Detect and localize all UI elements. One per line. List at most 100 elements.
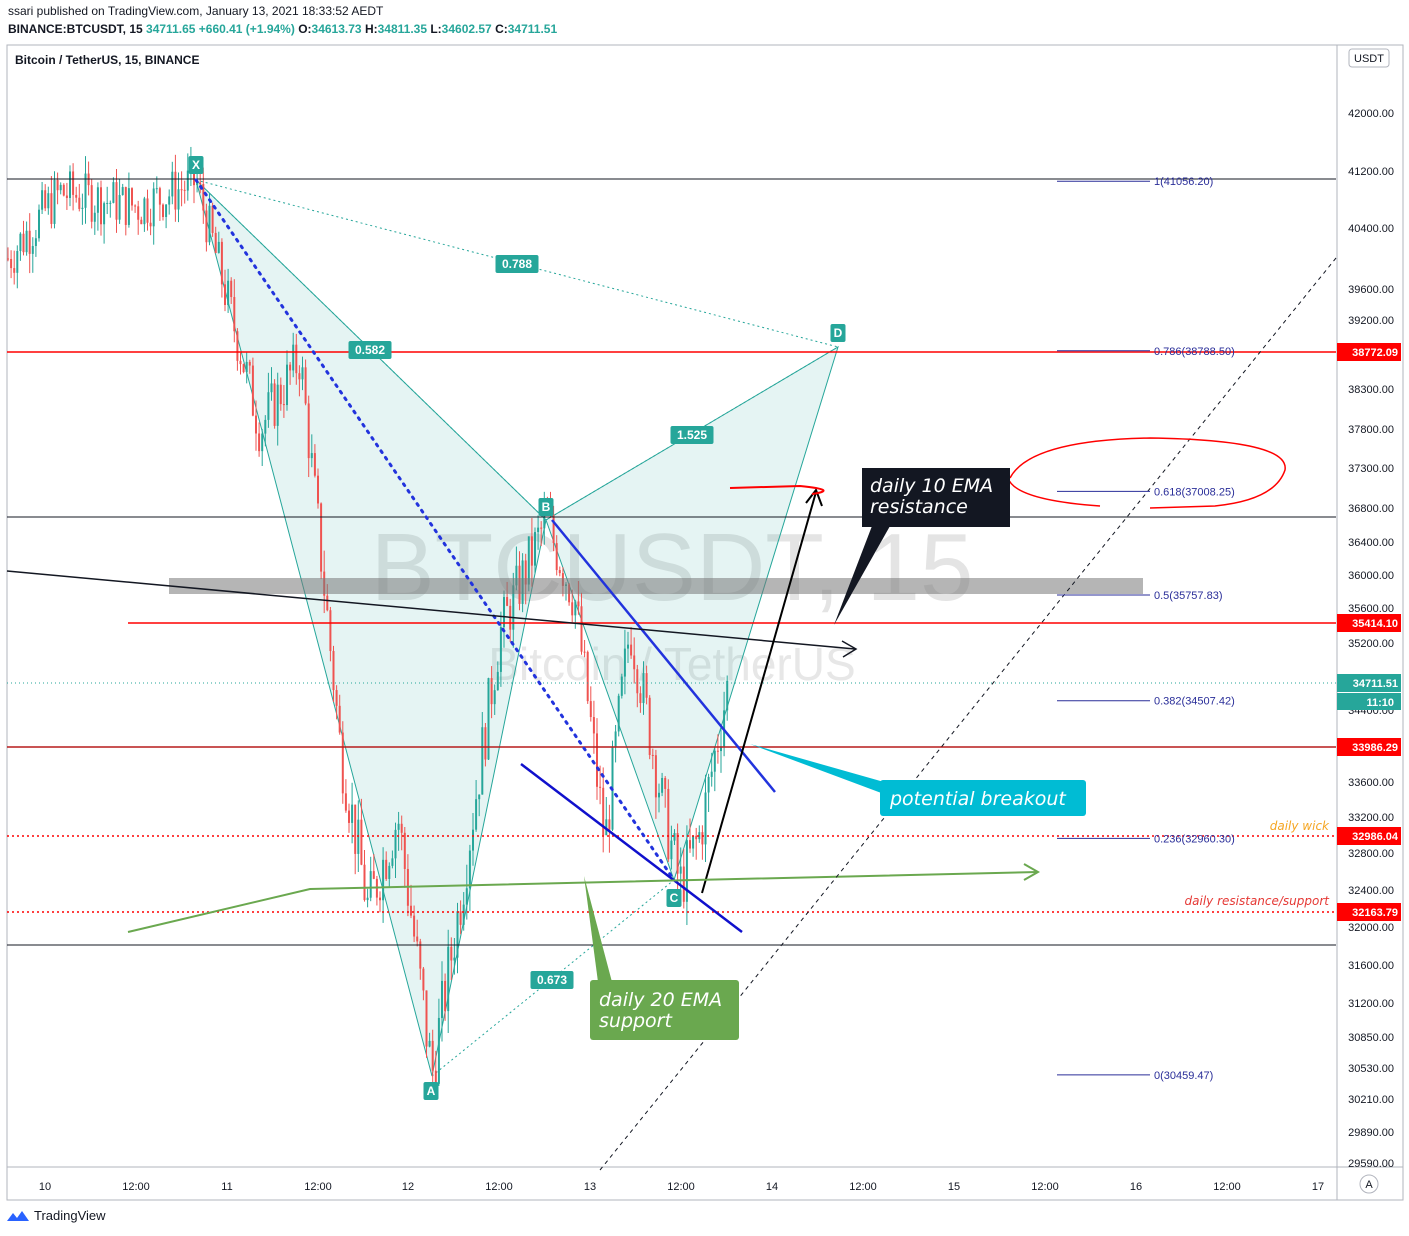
- time-tick: 14: [766, 1181, 778, 1193]
- annotations: X A B C D 0.788 0.582 1.525 0.673 daily 10 EMAres…: [188, 156, 1330, 1100]
- candle-body: [478, 794, 481, 800]
- candle-body: [75, 194, 78, 198]
- candle-body: [307, 403, 310, 459]
- price-badge-label: 38772.09: [1352, 347, 1398, 359]
- ratio-xd: 0.788: [502, 257, 532, 271]
- price-badge: [1337, 343, 1401, 361]
- candle-body: [710, 771, 713, 777]
- candle-body: [106, 202, 109, 204]
- candle-body: [264, 419, 267, 434]
- candle-body: [158, 188, 161, 205]
- candle-body: [261, 433, 264, 452]
- time-tick: 12: [402, 1181, 414, 1193]
- candle-body: [115, 182, 118, 220]
- ema10-line1: daily 10 EMA: [870, 475, 993, 497]
- candle-body: [351, 804, 354, 823]
- open-value: 34613.73: [311, 22, 362, 36]
- time-tick: 12:00: [1213, 1181, 1241, 1193]
- price-axis[interactable]: USDT 42000.00 41200.00 40400.00 39600.00 3920…: [1337, 48, 1401, 1170]
- candle-body: [685, 840, 688, 902]
- fib-label: 0.786(38788.50): [1154, 346, 1235, 358]
- ema20-line2: support: [599, 1010, 673, 1032]
- candle-body: [394, 829, 397, 859]
- point-d-bg: [830, 324, 846, 342]
- candle-body: [534, 532, 536, 566]
- trend-black-arrow: [841, 640, 858, 658]
- candle-body: [50, 193, 53, 224]
- point-a: A: [427, 1084, 436, 1098]
- candle-body: [146, 198, 149, 223]
- price-tick: 36000.00: [1348, 570, 1394, 582]
- price-tick: 32800.00: [1348, 848, 1394, 860]
- leg-xb: [195, 179, 547, 521]
- candle-body: [360, 819, 363, 865]
- open-label: O:: [298, 22, 312, 36]
- candle-body: [627, 644, 629, 649]
- candle-body: [298, 373, 301, 380]
- candle-body: [713, 750, 716, 772]
- fib-50-zone: [169, 578, 1143, 594]
- candle-body: [425, 990, 428, 1047]
- candle-body: [571, 602, 574, 616]
- target-arrow: [701, 491, 817, 894]
- time-tick: 16: [1130, 1181, 1142, 1193]
- drawing-lines: [6, 178, 1337, 1171]
- candle-body: [354, 804, 357, 854]
- candle-body: [16, 250, 19, 273]
- candle-body: [670, 840, 673, 860]
- ema10-box: [862, 468, 1010, 527]
- candle-body: [363, 864, 366, 901]
- candles: [7, 146, 729, 1095]
- candle-body: [428, 1040, 431, 1047]
- candle-body: [453, 957, 456, 961]
- time-axis[interactable]: 10 12:00 11 12:00 12 12:00 13 12:00 14 12:00 15 12:…: [39, 1174, 1379, 1194]
- candle-body: [462, 904, 465, 925]
- point-c-bg: [666, 889, 682, 907]
- candle-body: [658, 792, 660, 798]
- candle-body: [96, 187, 99, 213]
- candle-body: [233, 297, 236, 332]
- price-tick: 30530.00: [1348, 1063, 1394, 1075]
- candle-body: [168, 196, 171, 205]
- candle-body: [258, 433, 261, 452]
- candle-body: [487, 678, 490, 760]
- price-tick: 29590.00: [1348, 1158, 1394, 1170]
- candle-body: [177, 189, 180, 210]
- point-d: D: [834, 326, 843, 340]
- candle-body: [596, 733, 598, 787]
- fib-label: 0(30459.47): [1154, 1070, 1213, 1082]
- last-price: 34711.65: [146, 22, 196, 36]
- ratio-ac-bg: [530, 971, 574, 989]
- candle-body: [313, 453, 316, 476]
- candle-body: [720, 746, 722, 752]
- wedge-upper: [551, 519, 776, 793]
- price-badge: [1337, 827, 1401, 845]
- triangle-xab: [195, 178, 547, 1077]
- candle-body: [447, 946, 450, 1012]
- candle-body: [434, 1070, 437, 1084]
- ema20-line: [127, 871, 1039, 933]
- high-value: 34811.35: [377, 22, 427, 36]
- candle-body: [245, 361, 248, 373]
- candle-body: [295, 344, 298, 374]
- candle-body: [100, 187, 102, 225]
- candle-body: [276, 384, 279, 426]
- candle-body: [431, 1040, 434, 1071]
- ratio-ac: 0.673: [537, 973, 567, 987]
- candle-body: [310, 453, 313, 459]
- candle-body: [515, 565, 518, 586]
- candle-body: [698, 832, 701, 840]
- candle-body: [413, 915, 416, 937]
- close-label: C:: [495, 22, 508, 36]
- candle-body: [651, 754, 654, 756]
- time-tick: 12:00: [849, 1181, 877, 1193]
- auto-scale-button: [1359, 1174, 1379, 1194]
- candle-body: [90, 185, 93, 222]
- candle-body: [270, 383, 273, 393]
- candle-body: [10, 259, 13, 269]
- fib-label: 0.236(32960.30): [1154, 833, 1235, 845]
- trend-black: [6, 570, 856, 650]
- candle-body: [329, 610, 332, 652]
